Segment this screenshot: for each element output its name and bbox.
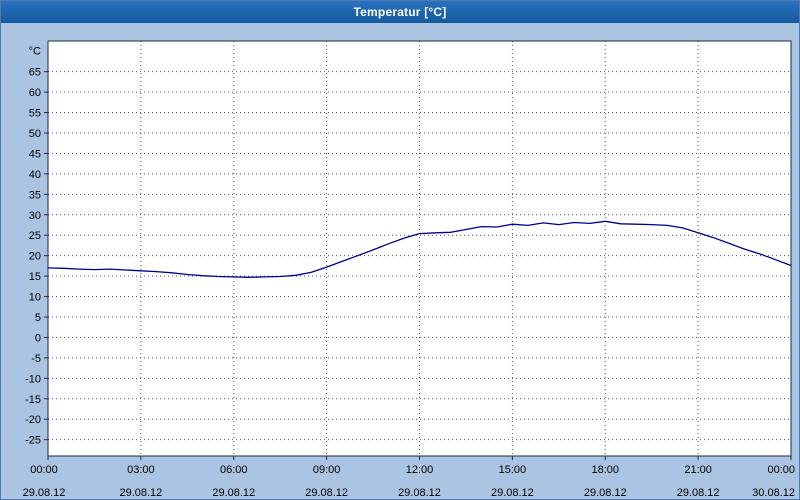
svg-text:-25: -25 (25, 435, 41, 447)
svg-text:-5: -5 (31, 353, 41, 365)
svg-text:20: 20 (29, 251, 41, 263)
plot-border (47, 40, 792, 457)
svg-text:30.08.12: 30.08.12 (752, 487, 795, 499)
svg-text:29.08.12: 29.08.12 (491, 487, 534, 499)
svg-text:29.08.12: 29.08.12 (23, 487, 66, 499)
svg-text:03:00: 03:00 (127, 464, 155, 476)
svg-text:15: 15 (29, 271, 41, 283)
x-axis-labels: 00:00 29.08.12 03:00 29.08.12 06:00 29.08.12 0… (23, 464, 795, 499)
svg-text:29.08.12: 29.08.12 (305, 487, 348, 499)
window-title: Temperatur [°C] (353, 5, 447, 19)
svg-text:50: 50 (29, 128, 41, 140)
svg-text:45: 45 (29, 148, 41, 160)
svg-text:09:00: 09:00 (313, 464, 341, 476)
svg-text:-15: -15 (25, 394, 41, 406)
y-axis-unit-label: °C (29, 45, 41, 57)
svg-text:29.08.12: 29.08.12 (212, 487, 255, 499)
svg-text:21:00: 21:00 (684, 464, 712, 476)
svg-text:06:00: 06:00 (220, 464, 248, 476)
plot-background (48, 41, 791, 456)
svg-text:65: 65 (29, 67, 41, 79)
svg-text:40: 40 (29, 169, 41, 181)
svg-text:29.08.12: 29.08.12 (677, 487, 720, 499)
chart-area: 65 60 55 50 45 40 35 30 25 20 15 10 5 0 -5 -10 -15 -20 -25… (1, 23, 799, 499)
svg-text:30: 30 (29, 210, 41, 222)
svg-text:10: 10 (29, 292, 41, 304)
window-title-bar[interactable]: Temperatur [°C] (1, 1, 799, 23)
svg-text:0: 0 (35, 332, 41, 344)
svg-text:29.08.12: 29.08.12 (398, 487, 441, 499)
svg-text:29.08.12: 29.08.12 (119, 487, 162, 499)
svg-text:25: 25 (29, 230, 41, 242)
svg-text:55: 55 (29, 108, 41, 120)
svg-text:12:00: 12:00 (406, 464, 434, 476)
svg-text:-20: -20 (25, 414, 41, 426)
svg-text:-10: -10 (25, 373, 41, 385)
svg-text:5: 5 (35, 312, 41, 324)
svg-text:18:00: 18:00 (591, 464, 619, 476)
y-axis-labels: 65605550454035302520151050-5-10-15-20-25… (25, 45, 41, 446)
svg-text:35: 35 (29, 189, 41, 201)
axis-ticks (44, 71, 792, 460)
svg-text:60: 60 (29, 87, 41, 99)
svg-text:00:00: 00:00 (767, 464, 795, 476)
svg-text:00:00: 00:00 (30, 464, 58, 476)
svg-text:15:00: 15:00 (499, 464, 527, 476)
svg-text:29.08.12: 29.08.12 (584, 487, 627, 499)
temperature-chart-svg: 65605550454035302520151050-5-10-15-20-25… (23, 40, 795, 499)
temperature-line (47, 220, 792, 278)
